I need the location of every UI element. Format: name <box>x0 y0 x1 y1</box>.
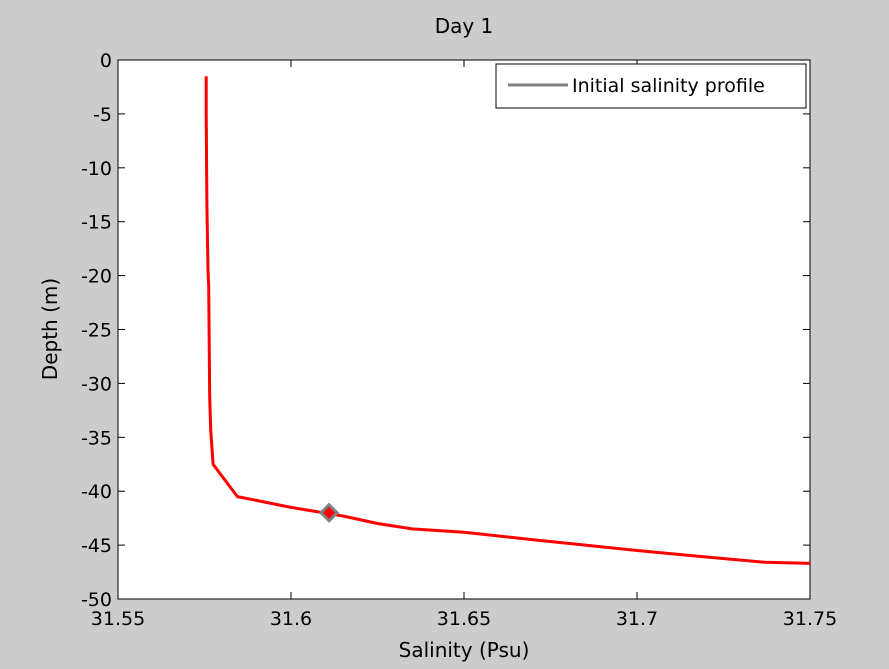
y-tick-label: -50 <box>81 589 112 611</box>
y-tick-label: -15 <box>81 212 112 234</box>
plot-area <box>117 59 811 600</box>
current-depth-marker <box>318 502 340 523</box>
y-tick-label: 0 <box>100 50 112 72</box>
y-tick-label: -5 <box>93 104 112 126</box>
y-tick-label: -10 <box>81 158 112 180</box>
y-tick-label: -35 <box>81 427 112 449</box>
salinity-profile-line <box>204 76 811 565</box>
x-tick-label: 31.6 <box>270 608 312 630</box>
x-tick-label: 31.55 <box>91 608 145 630</box>
x-tick-label: 31.7 <box>616 608 658 630</box>
x-tick-label: 31.75 <box>783 608 837 630</box>
data-markers <box>318 502 340 523</box>
legend-entry-label: Initial salinity profile <box>572 75 765 97</box>
y-tick-label: -40 <box>81 481 112 503</box>
x-tick-label: 31.65 <box>437 608 491 630</box>
legend: Initial salinity profile <box>495 63 807 109</box>
y-tick-label: -30 <box>81 373 112 395</box>
x-axis-label: Salinity (Psu) <box>399 638 530 662</box>
axis-ticks: 31.55 31.6 31.65 31.7 31.75 0 -5 -10 -15 -20 -25 -3… <box>81 50 837 630</box>
y-axis-label: Depth (m) <box>38 278 62 380</box>
y-tick-label: -25 <box>81 320 112 342</box>
y-tick-label: -20 <box>81 266 112 288</box>
y-tick-label: -45 <box>81 535 112 557</box>
chart-title: Day 1 <box>435 14 494 38</box>
data-series <box>204 76 811 565</box>
